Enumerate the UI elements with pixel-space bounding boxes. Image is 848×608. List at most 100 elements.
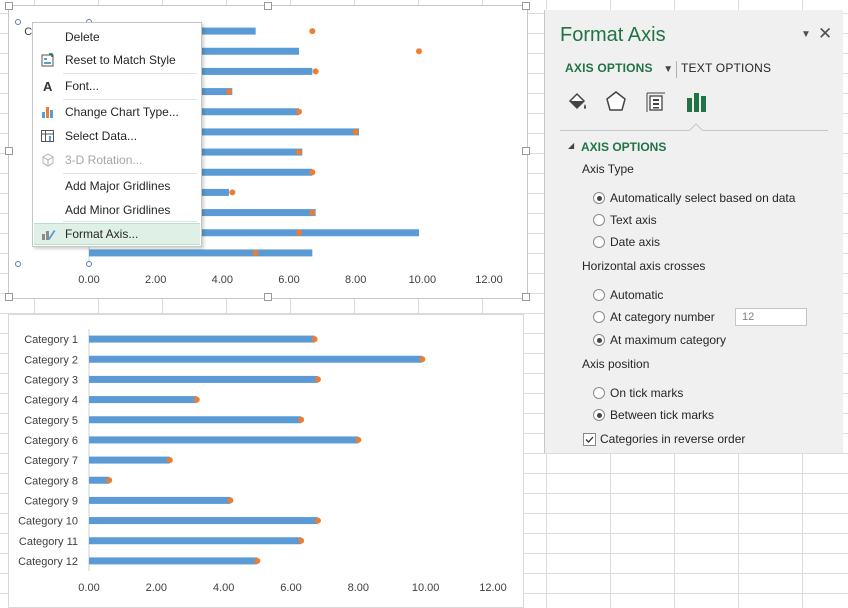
x-tick-label: 4.00 [212,274,233,286]
data-point [296,149,302,156]
fill-line-icon[interactable] [565,90,589,114]
axis-options-icon[interactable] [685,90,709,114]
category-tick-label: Category 2 [24,354,78,366]
x-tick-label: 8.00 [348,582,369,594]
resize-handle-top-right[interactable] [522,2,530,10]
tab-text-options[interactable]: TEXT OPTIONS [681,61,772,75]
radio-axis-auto[interactable] [593,192,605,204]
menu-item-font[interactable]: A Font... [34,75,200,97]
chevron-down-icon[interactable]: ▼ [663,64,674,75]
data-point [416,48,422,55]
menu-item-format-axis[interactable]: Format Axis... [34,223,200,245]
menu-item-label: Change Chart Type... [65,105,179,119]
radio-position-on-tick-marks-label[interactable]: On tick marks [610,386,684,400]
reset-style-icon [41,53,54,67]
radio-position-between-tick-marks[interactable] [593,409,605,421]
bar [89,557,258,565]
resize-handle-bottom-right[interactable] [522,293,530,301]
radio-axis-date-label[interactable]: Date axis [610,235,661,249]
resize-handle-top[interactable] [264,2,272,10]
menu-item-label: Reset to Match Style [65,53,176,67]
section-axis-options[interactable]: AXIS OPTIONS [581,140,667,154]
axis-selection-handle[interactable] [15,261,21,267]
menu-item-label: 3-D Rotation... [65,153,143,167]
data-point [229,189,236,196]
menu-item-add-major-gridlines[interactable]: Add Major Gridlines [34,175,200,197]
pane-title: Format Axis [560,24,666,46]
reverse-order-checkbox[interactable] [583,433,596,446]
category-tick-label: Category 3 [24,374,78,386]
data-point [355,436,362,443]
menu-item-add-minor-gridlines[interactable]: Add Minor Gridlines [34,199,200,221]
radio-axis-text-label[interactable]: Text axis [610,213,657,227]
x-tick-label: 8.00 [345,274,366,286]
menu-item-label: Font... [65,79,100,93]
radio-crosses-automatic-label[interactable]: Automatic [610,288,664,302]
rotation-3d-icon [42,153,54,167]
category-tick-label: Category 12 [18,556,78,568]
effects-icon[interactable] [604,90,628,114]
menu-item-label: Format Axis... [65,227,139,241]
category-tick-label: Category 10 [18,516,78,528]
chart-bottom[interactable]: Category 1 Category 2 Category 3 Category 4… [8,314,524,608]
radio-position-on-tick-marks[interactable] [593,387,605,399]
bar [89,496,231,504]
data-point [193,396,200,403]
bar [89,416,302,424]
data-point [312,68,319,75]
bar [89,209,316,217]
data-point [226,88,232,95]
axis-selection-handle[interactable] [86,261,92,267]
x-tick-label: 0.00 [78,582,99,594]
x-tick-label: 6.00 [280,582,301,594]
menu-item-change-chart-type[interactable]: Change Chart Type... [34,101,200,123]
category-tick-label: Category 1 [24,334,78,346]
radio-crosses-category-number-label[interactable]: At category number [610,310,715,324]
close-icon[interactable]: ✕ [818,24,833,43]
data-point [314,517,321,524]
tab-label: AXIS OPTIONS [565,61,653,75]
resize-handle-bottom-left[interactable] [5,293,13,301]
radio-crosses-automatic[interactable] [593,289,605,301]
category-tick-label: Category 11 [19,536,78,548]
menu-item-label: Add Minor Gridlines [65,203,171,217]
font-icon: A [43,79,53,94]
bar [89,229,419,237]
category-tick-label: Category 4 [24,395,78,407]
radio-crosses-maximum-category-label[interactable]: At maximum category [610,333,727,347]
tab-divider [676,61,677,78]
radio-crosses-maximum-category[interactable] [593,334,605,346]
radio-axis-text[interactable] [593,214,605,226]
bar [89,335,315,343]
collapse-icon[interactable]: ◢ [568,141,575,150]
radio-position-between-tick-marks-label[interactable]: Between tick marks [610,408,715,422]
bar [89,456,170,464]
menu-item-reset-style[interactable]: Reset to Match Style [34,49,200,71]
data-point [254,557,261,564]
bar [89,517,318,525]
resize-handle-right[interactable] [522,147,530,155]
data-point [309,169,316,176]
menu-item-delete[interactable]: Delete [34,26,200,48]
size-properties-icon[interactable] [644,90,668,114]
radio-axis-auto-label[interactable]: Automatically select based on data [610,191,796,205]
resize-handle-left[interactable] [5,147,13,155]
radio-axis-date[interactable] [593,236,605,248]
bar [89,375,318,383]
data-point [419,356,426,363]
radio-crosses-category-number[interactable] [593,311,605,323]
data-point [298,537,305,544]
menu-item-label: Select Data... [65,129,138,143]
menu-separator [63,73,197,74]
menu-separator [63,99,197,100]
category-number-input[interactable] [735,308,807,326]
tab-axis-options[interactable]: AXIS OPTIONS ▼ [565,61,673,75]
menu-item-select-data[interactable]: Select Data... [34,125,200,147]
axis-selection-handle[interactable] [15,19,21,25]
resize-handle-top-left[interactable] [5,2,13,10]
bar [89,128,359,136]
data-point [314,376,321,383]
reverse-order-label[interactable]: Categories in reverse order [600,432,746,446]
chevron-down-icon[interactable]: ▼ [801,29,811,40]
resize-handle-bottom[interactable] [264,293,272,301]
